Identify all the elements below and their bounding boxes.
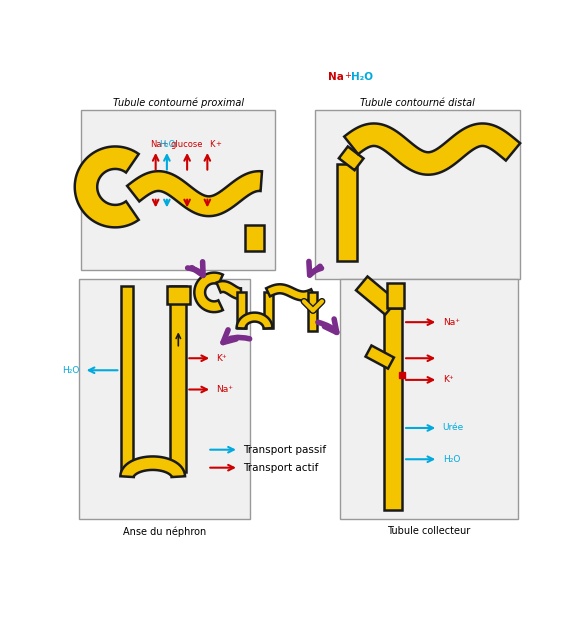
- Text: Na: Na: [328, 72, 343, 82]
- Polygon shape: [344, 123, 520, 175]
- Text: H₂O: H₂O: [351, 72, 374, 82]
- Polygon shape: [237, 292, 245, 328]
- FancyBboxPatch shape: [81, 110, 275, 270]
- Text: Tubule contourné proximal: Tubule contourné proximal: [113, 98, 244, 108]
- Polygon shape: [121, 285, 133, 472]
- Polygon shape: [387, 284, 404, 308]
- Polygon shape: [266, 284, 315, 300]
- Polygon shape: [237, 313, 273, 329]
- Text: Urée: Urée: [443, 423, 464, 433]
- Polygon shape: [356, 277, 397, 314]
- Polygon shape: [167, 285, 190, 303]
- Polygon shape: [365, 345, 394, 368]
- Polygon shape: [194, 272, 223, 312]
- Text: Anse du néphron: Anse du néphron: [123, 526, 206, 537]
- Text: K⁺: K⁺: [443, 375, 454, 384]
- Text: Tubule contourné distal: Tubule contourné distal: [360, 98, 475, 108]
- Text: Tubule collecteur: Tubule collecteur: [387, 526, 470, 536]
- FancyBboxPatch shape: [79, 279, 250, 519]
- Polygon shape: [216, 281, 241, 299]
- Text: glucose: glucose: [171, 140, 204, 149]
- Polygon shape: [263, 292, 273, 328]
- Text: Transport actif: Transport actif: [244, 462, 318, 473]
- Polygon shape: [120, 456, 185, 477]
- Polygon shape: [170, 285, 186, 472]
- Text: Na⁺: Na⁺: [216, 385, 234, 394]
- Polygon shape: [339, 147, 364, 170]
- Text: H₂O: H₂O: [443, 455, 460, 464]
- Text: Na: Na: [150, 140, 161, 149]
- Text: H₂O: H₂O: [62, 366, 79, 374]
- Polygon shape: [384, 308, 402, 511]
- Text: +: +: [215, 141, 222, 147]
- Text: K: K: [209, 140, 214, 149]
- FancyBboxPatch shape: [340, 279, 517, 519]
- Polygon shape: [245, 225, 264, 251]
- Text: K⁺: K⁺: [216, 353, 227, 363]
- Text: +: +: [345, 71, 351, 80]
- FancyBboxPatch shape: [316, 110, 520, 279]
- Text: Transport passif: Transport passif: [244, 444, 327, 455]
- Text: +: +: [161, 141, 168, 147]
- Polygon shape: [127, 171, 262, 216]
- Text: Na⁺: Na⁺: [443, 318, 460, 327]
- Text: H₂O: H₂O: [159, 140, 175, 149]
- Polygon shape: [337, 164, 357, 261]
- Polygon shape: [75, 147, 139, 227]
- Polygon shape: [309, 292, 317, 331]
